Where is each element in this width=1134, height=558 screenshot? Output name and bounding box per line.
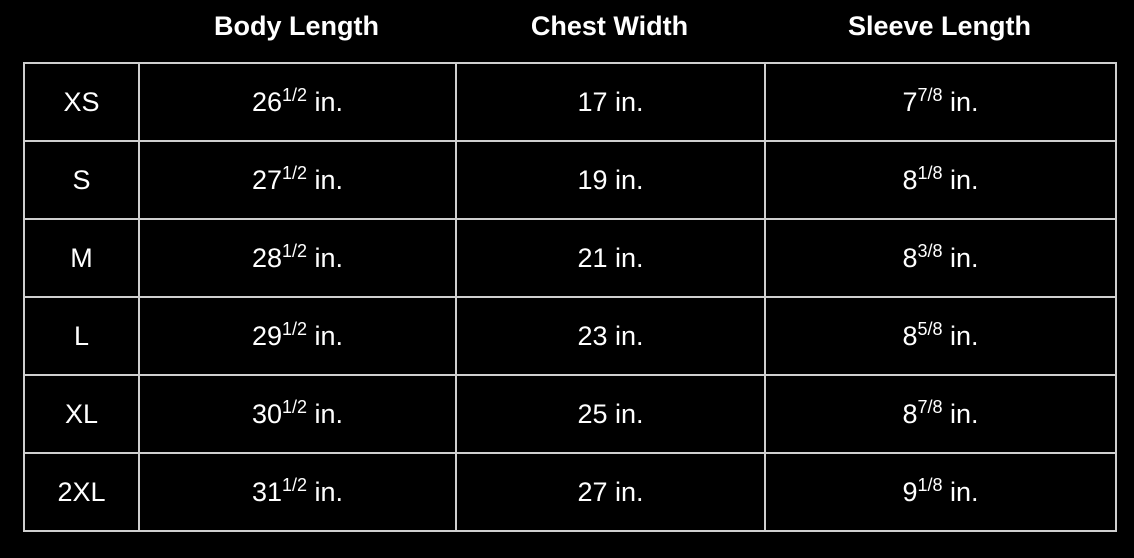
sleeve-cell: 81/8 in.: [764, 140, 1117, 220]
whole: 29: [251, 320, 282, 351]
unit: in.: [615, 398, 644, 429]
chest-cell: 21 in.: [455, 218, 766, 298]
whole: 25: [577, 398, 608, 429]
whole: 17: [577, 86, 608, 117]
chest-cell: 19 in.: [455, 140, 766, 220]
unit: in.: [950, 86, 979, 117]
fraction: 1/2: [281, 396, 308, 417]
table-row: 2XL 311/2 in. 27 in. 91/8 in.: [23, 452, 1117, 532]
whole: 8: [902, 398, 918, 429]
size-chart-table: XS 261/2 in. 17 in. 77/8 in. S 271/2 in. 19 in…: [23, 62, 1117, 532]
fraction: 7/8: [917, 396, 943, 417]
chest-cell: 23 in.: [455, 296, 766, 376]
size-cell: L: [23, 296, 140, 376]
sleeve-cell: 91/8 in.: [764, 452, 1117, 532]
unit: in.: [314, 164, 344, 195]
size-cell: XL: [23, 374, 140, 454]
fraction: 1/8: [917, 162, 943, 183]
fraction: 1/2: [281, 162, 308, 183]
size-cell: S: [23, 140, 140, 220]
whole: 23: [577, 320, 608, 351]
unit: in.: [314, 398, 344, 429]
sleeve-cell: 77/8 in.: [764, 62, 1117, 142]
fraction: 5/8: [917, 318, 943, 339]
body-cell: 311/2 in.: [138, 452, 457, 532]
unit: in.: [615, 164, 644, 195]
table-row: S 271/2 in. 19 in. 81/8 in.: [23, 140, 1117, 220]
table-row: L 291/2 in. 23 in. 85/8 in.: [23, 296, 1117, 376]
size-cell: XS: [23, 62, 140, 142]
sleeve-cell: 83/8 in.: [764, 218, 1117, 298]
header-body-length: Body Length: [214, 10, 379, 41]
fraction: 1/8: [917, 474, 943, 495]
unit: in.: [314, 242, 344, 273]
sleeve-cell: 87/8 in.: [764, 374, 1117, 454]
sleeve-cell: 85/8 in.: [764, 296, 1117, 376]
whole: 8: [902, 164, 918, 195]
fraction: 1/2: [281, 84, 308, 105]
table-row: XL 301/2 in. 25 in. 87/8 in.: [23, 374, 1117, 454]
unit: in.: [314, 320, 344, 351]
whole: 9: [902, 476, 918, 507]
unit: in.: [615, 320, 644, 351]
whole: 31: [251, 476, 282, 507]
whole: 28: [251, 242, 282, 273]
table-row: XS 261/2 in. 17 in. 77/8 in.: [23, 62, 1117, 142]
table-row: M 281/2 in. 21 in. 83/8 in.: [23, 218, 1117, 298]
whole: 21: [577, 242, 608, 273]
chest-cell: 25 in.: [455, 374, 766, 454]
unit: in.: [314, 86, 344, 117]
header-sleeve-length: Sleeve Length: [847, 10, 1032, 41]
fraction: 1/2: [281, 240, 308, 261]
unit: in.: [950, 242, 979, 273]
fraction: 1/2: [281, 474, 308, 495]
unit: in.: [314, 476, 344, 507]
size-cell: 2XL: [23, 452, 140, 532]
body-cell: 271/2 in.: [138, 140, 457, 220]
body-cell: 291/2 in.: [138, 296, 457, 376]
header-chest-width: Chest Width: [530, 10, 689, 41]
whole: 27: [251, 164, 282, 195]
unit: in.: [950, 320, 979, 351]
fraction: 3/8: [917, 240, 943, 261]
whole: 27: [577, 476, 608, 507]
whole: 30: [251, 398, 282, 429]
whole: 19: [577, 164, 608, 195]
chest-cell: 17 in.: [455, 62, 766, 142]
body-cell: 281/2 in.: [138, 218, 457, 298]
fraction: 7/8: [917, 84, 943, 105]
whole: 7: [902, 86, 918, 117]
chest-cell: 27 in.: [455, 452, 766, 532]
unit: in.: [615, 476, 644, 507]
unit: in.: [950, 398, 979, 429]
unit: in.: [615, 242, 644, 273]
size-cell: M: [23, 218, 140, 298]
fraction: 1/2: [281, 318, 308, 339]
whole: 8: [902, 242, 918, 273]
body-cell: 261/2 in.: [138, 62, 457, 142]
unit: in.: [615, 86, 644, 117]
body-cell: 301/2 in.: [138, 374, 457, 454]
unit: in.: [950, 164, 979, 195]
unit: in.: [950, 476, 979, 507]
whole: 26: [251, 86, 282, 117]
whole: 8: [902, 320, 918, 351]
